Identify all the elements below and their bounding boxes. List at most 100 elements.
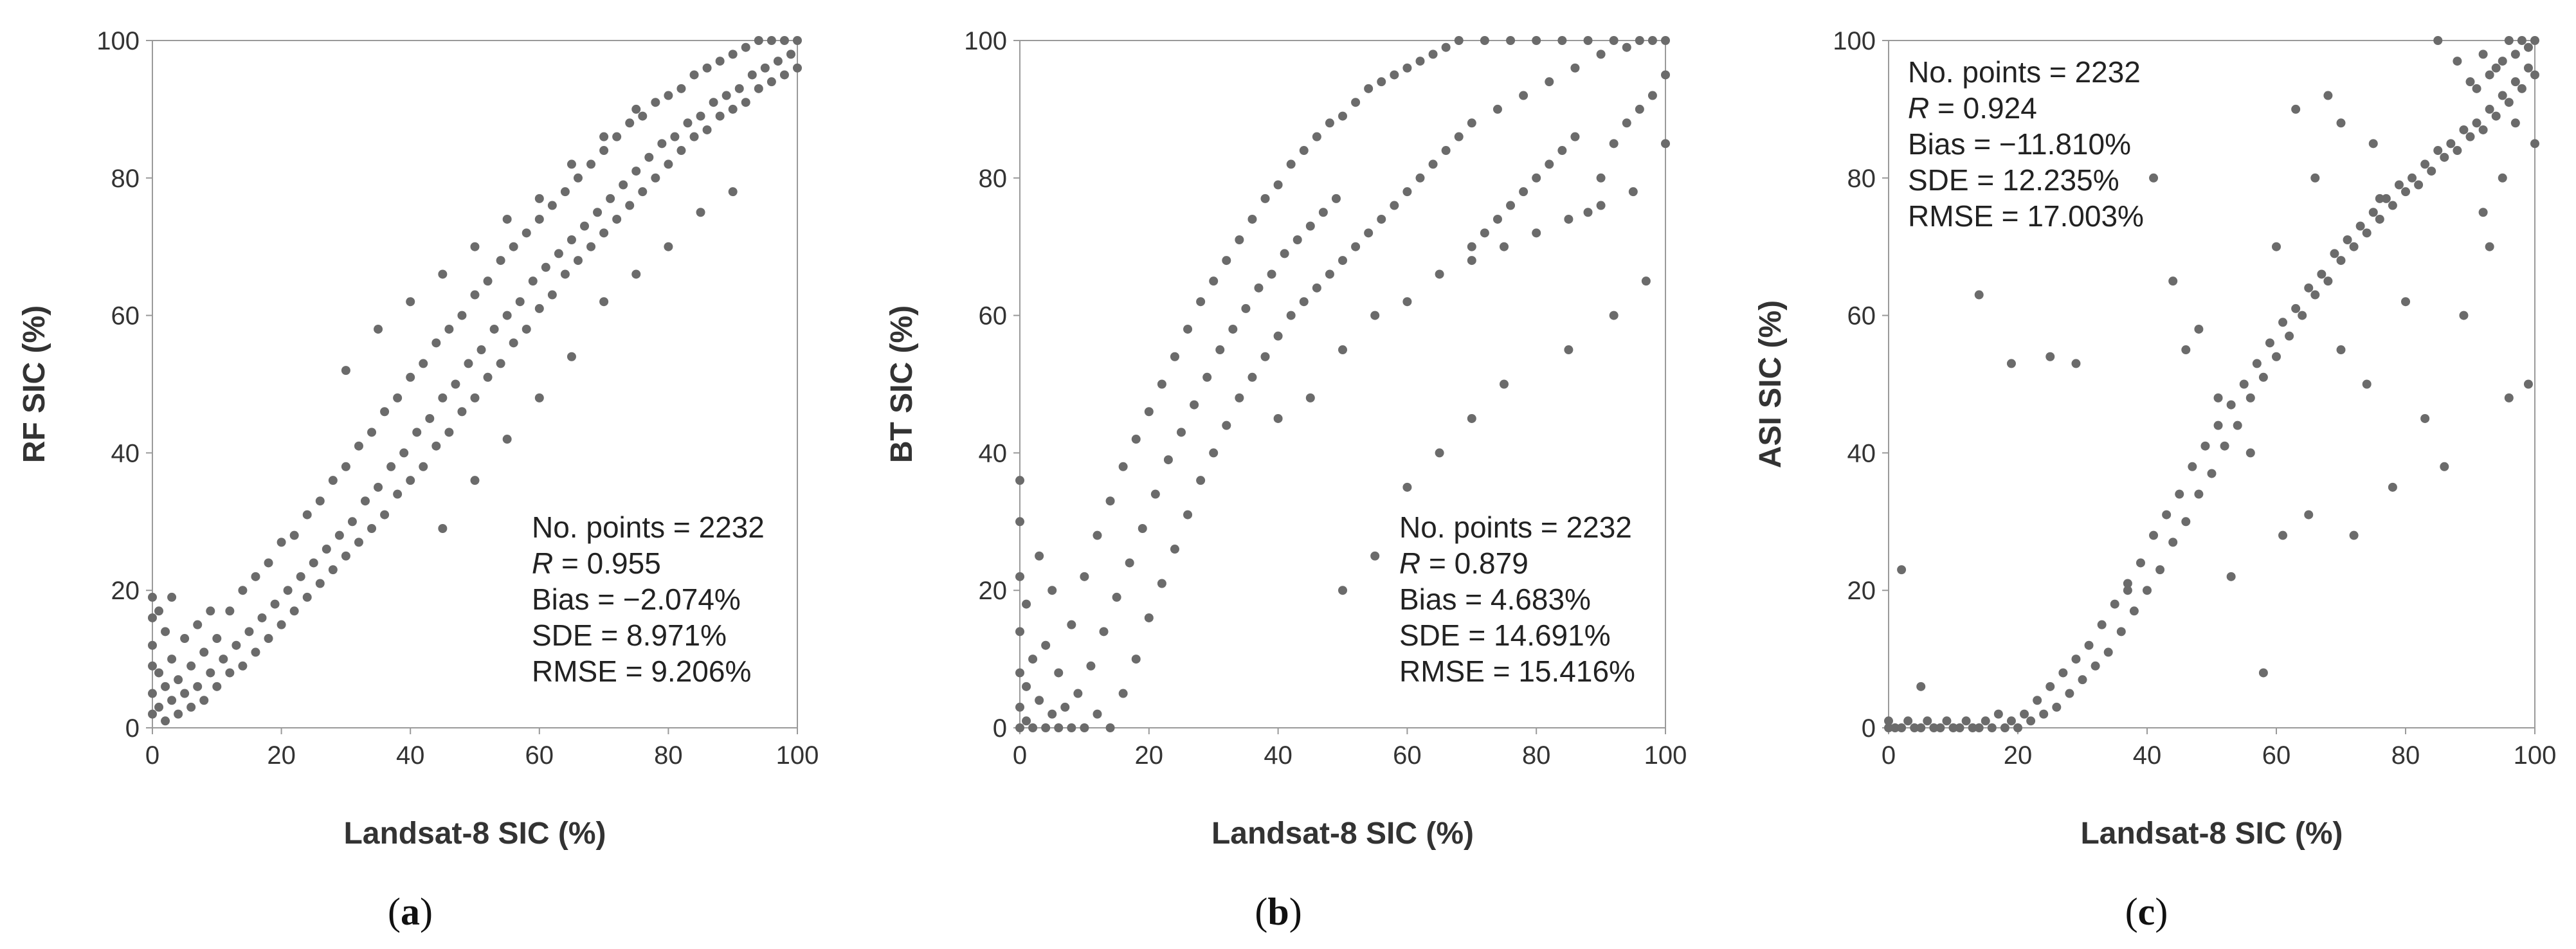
- scatter-point: [1435, 269, 1444, 279]
- scatter-point: [1157, 579, 1166, 588]
- scatter-point: [1028, 655, 1038, 664]
- stat-rmse: RMSE = 17.003%: [1908, 199, 2144, 233]
- scatter-point: [534, 194, 544, 203]
- scatter-point: [167, 696, 177, 705]
- scatter-point: [1235, 235, 1244, 245]
- scatter-point: [1054, 668, 1064, 678]
- scatter-point: [2336, 118, 2346, 128]
- scatter-point: [2485, 104, 2494, 114]
- x-tick-label: 60: [1393, 741, 1422, 770]
- y-tick-label: 0: [993, 714, 1007, 743]
- scatter-point: [425, 413, 435, 423]
- scatter-point: [2510, 77, 2520, 87]
- scatter-point: [1041, 723, 1051, 732]
- scatter-point: [489, 324, 499, 334]
- scatter-point: [1067, 723, 1076, 732]
- scatter-point: [1222, 420, 1231, 430]
- scatter-point: [1105, 723, 1115, 732]
- scatter-point: [1293, 235, 1302, 245]
- scatter-point: [296, 572, 305, 581]
- scatter-point: [1015, 572, 1024, 581]
- scatter-point: [2504, 98, 2514, 107]
- scatter-point: [1131, 655, 1141, 664]
- scatter-point: [612, 132, 622, 141]
- scatter-point: [1884, 716, 1893, 726]
- scatter-point: [277, 538, 286, 547]
- x-tick-label: 80: [2391, 741, 2420, 770]
- scatter-point: [2194, 489, 2204, 499]
- scatter-point: [2491, 63, 2501, 73]
- scatter-point: [2368, 208, 2378, 217]
- scatter-point: [599, 146, 609, 156]
- scatter-point: [1545, 159, 1554, 169]
- scatter-point: [1596, 201, 1606, 210]
- scatter-point: [419, 359, 428, 368]
- scatter-point: [186, 702, 196, 712]
- scatter-point: [1125, 558, 1134, 568]
- scatter-point: [2523, 379, 2533, 389]
- scatter-point: [2033, 696, 2042, 705]
- scatter-point: [2420, 413, 2430, 423]
- scatter-point: [1235, 393, 1244, 402]
- scatter-point: [638, 187, 648, 197]
- scatter-point: [1557, 36, 1567, 45]
- scatter-point: [773, 57, 783, 66]
- stat-rmse: RMSE = 9.206%: [532, 655, 751, 688]
- y-tick-label: 80: [979, 165, 1008, 193]
- scatter-point: [2168, 276, 2178, 286]
- scatter-point: [1273, 180, 1283, 190]
- x-tick-label: 60: [2262, 741, 2291, 770]
- scatter-point: [1948, 723, 1958, 732]
- scatter-point: [496, 359, 505, 368]
- scatter-point: [2472, 84, 2481, 93]
- scatter-point: [277, 620, 286, 629]
- scatter-point: [1086, 661, 1096, 671]
- scatter-point: [1054, 723, 1064, 732]
- scatter-point: [148, 640, 157, 650]
- scatter-point: [573, 256, 583, 266]
- scatter-point: [670, 132, 680, 141]
- scatter-point: [1961, 716, 1971, 726]
- scatter-point: [1532, 173, 1541, 183]
- scatter-point: [1209, 276, 1219, 286]
- scatter-point: [1093, 709, 1102, 719]
- scatter-point: [676, 146, 686, 156]
- x-tick-label: 0: [1882, 741, 1896, 770]
- scatter-point: [612, 214, 622, 224]
- scatter-point: [2091, 661, 2100, 671]
- scatter-point: [1545, 77, 1554, 87]
- scatter-point: [1028, 723, 1038, 732]
- scatter-point: [786, 50, 795, 59]
- scatter-point: [419, 462, 428, 471]
- scatter-point: [1402, 297, 1412, 307]
- scatter-point: [1325, 269, 1334, 279]
- scatter-point: [2433, 36, 2443, 45]
- scatter-point: [1570, 132, 1580, 141]
- scatter-point: [406, 297, 415, 307]
- scatter-point: [2323, 91, 2333, 100]
- y-axis-label: RF SIC (%): [17, 305, 51, 463]
- scatter-point: [244, 627, 254, 637]
- y-tick-label: 100: [964, 27, 1007, 55]
- scatter-point: [431, 338, 441, 348]
- scatter-point: [431, 441, 441, 451]
- scatter-point: [2459, 311, 2469, 320]
- scatter-point: [341, 366, 350, 375]
- scatter-point: [696, 111, 705, 121]
- scatter-point: [154, 702, 164, 712]
- scatter-point: [1916, 682, 1926, 691]
- scatter-point: [1364, 84, 1374, 93]
- scatter-point: [148, 661, 157, 671]
- scatter-point: [347, 517, 357, 527]
- scatter-point: [2278, 530, 2288, 540]
- scatter-point: [2006, 716, 2016, 726]
- scatter-point: [2310, 173, 2320, 183]
- scatter-point: [1968, 723, 1977, 732]
- scatter-point: [1974, 723, 1984, 732]
- scatter-point: [1415, 57, 1425, 66]
- scatter-point: [2123, 586, 2132, 595]
- scatter-point: [444, 324, 454, 334]
- scatter-point: [251, 572, 260, 581]
- scatter-point: [2504, 36, 2514, 45]
- scatter-point: [1622, 42, 1631, 52]
